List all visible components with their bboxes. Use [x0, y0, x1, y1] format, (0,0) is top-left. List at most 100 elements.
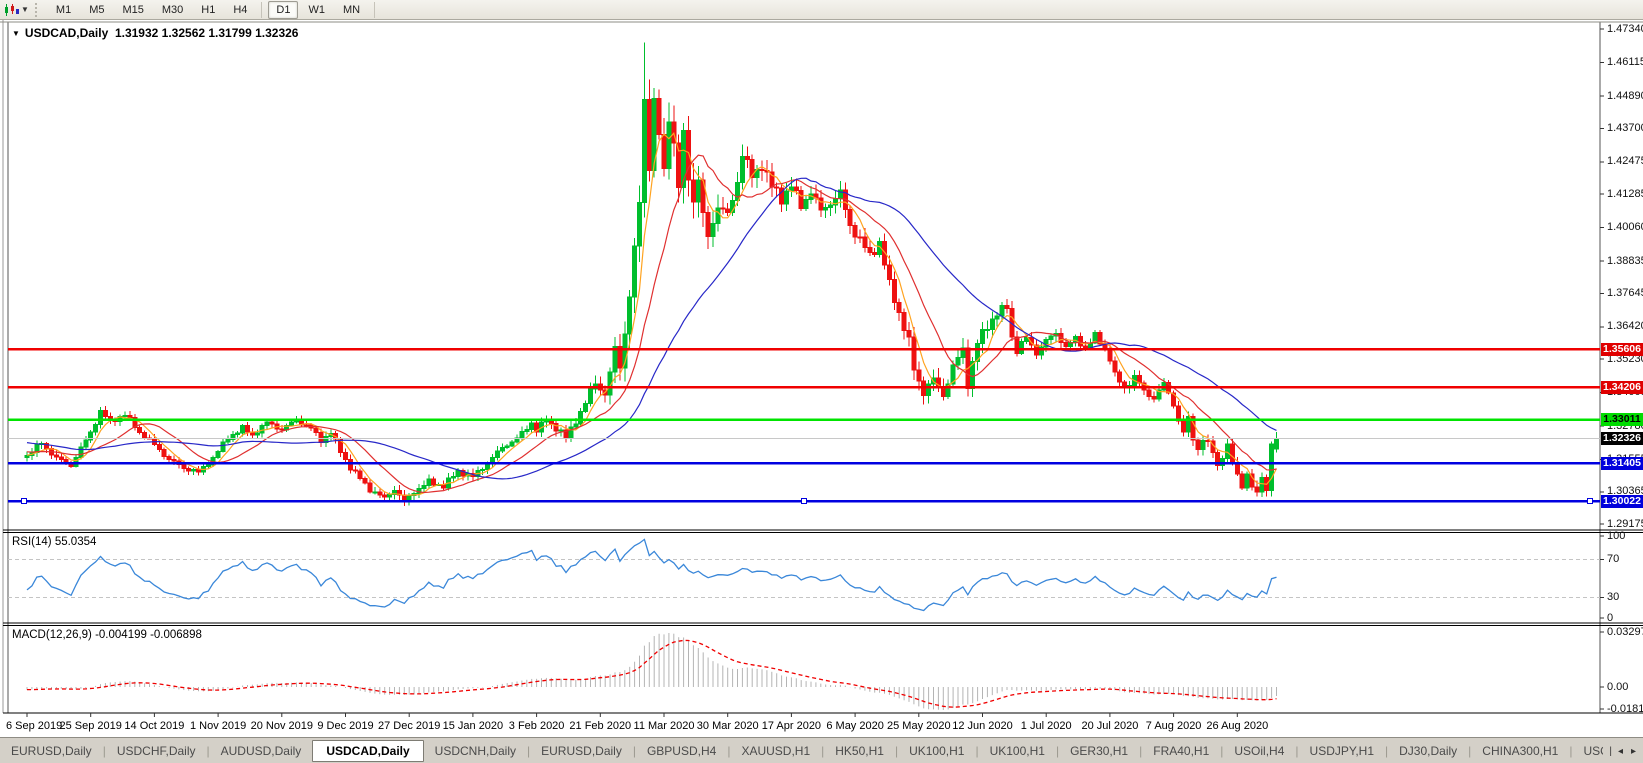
chart-window: ▼ USDCAD,Daily 1.31932 1.32562 1.31799 1.…	[0, 20, 1643, 737]
date-axis-label: 20 Jul 2020	[1081, 720, 1139, 732]
date-axis-label: 25 May 2020	[886, 720, 951, 732]
chart-tab-china300-h1[interactable]: CHINA300,H1	[1482, 743, 1559, 758]
price-axis-tick: 1.41285	[1607, 187, 1643, 200]
date-axis-label: 1 Jul 2020	[1020, 720, 1072, 732]
tab-separator: |	[821, 743, 825, 758]
price-line-badge-pivot: 1.33011	[1601, 413, 1643, 427]
candlestick-chart-icon[interactable]	[3, 3, 19, 17]
chart-tab-dj30-daily[interactable]: DJ30,Daily	[1399, 743, 1458, 758]
price-axis-tick: 1.36420	[1607, 320, 1643, 333]
date-axis-label: 9 Dec 2019	[317, 720, 374, 732]
price-line-badge-current-price: 1.32326	[1601, 431, 1643, 445]
timeframe-button-m15[interactable]: M15	[122, 3, 144, 16]
chart-tab-usoil-h4[interactable]: USOil,H4	[1234, 743, 1285, 758]
timeframe-button-h4[interactable]: H4	[233, 3, 248, 16]
rsi-axis-tick: 100	[1607, 529, 1626, 542]
timeframe-button-mn[interactable]: MN	[342, 3, 361, 16]
tab-separator: |	[102, 743, 106, 758]
price-line-badge-support: 1.30022	[1601, 494, 1643, 508]
macd-axis-tick: 0.00	[1607, 680, 1629, 693]
chart-tab-usdchf-daily[interactable]: USDCHF,Daily	[116, 743, 196, 758]
tab-separator: |	[527, 743, 531, 758]
tab-separator: |	[1139, 743, 1143, 758]
timeframe-button-m5[interactable]: M5	[89, 3, 105, 16]
chart-title: ▼ USDCAD,Daily 1.31932 1.32562 1.31799 1.…	[12, 26, 298, 40]
tab-separator: |	[1385, 743, 1389, 758]
price-axis-tick: 1.40060	[1607, 221, 1643, 234]
chart-tab-usdcad-daily[interactable]: USDCAD,Daily	[312, 739, 424, 762]
timeframe-button-d1[interactable]: D1	[268, 0, 299, 19]
chart-tab-ger30-h1[interactable]: GER30,H1	[1070, 743, 1129, 758]
timeframe-button-h1[interactable]: H1	[201, 3, 216, 16]
tab-separator: |	[727, 743, 731, 758]
macd-axis-tick: 0.032972	[1607, 625, 1643, 638]
date-axis-label: 11 Mar 2020	[633, 720, 695, 732]
date-axis-label: 15 Jan 2020	[442, 720, 504, 732]
tab-separator: |	[1220, 743, 1224, 758]
chart-type-dropdown-icon[interactable]: ▼	[21, 5, 29, 14]
chart-tab-gbpusd-h4[interactable]: GBPUSD,H4	[646, 743, 717, 758]
chart-tab-fra40-h1[interactable]: FRA40,H1	[1153, 743, 1210, 758]
price-line-badge-resistance: 1.34206	[1601, 380, 1643, 394]
tab-separator: |	[206, 743, 210, 758]
timeframe-toolbar: ▼ M1 M5 M15 M30 H1 H4 D1 W1 MN	[0, 0, 1643, 20]
chart-tab-xauusd-h1[interactable]: XAUUSD,H1	[741, 743, 811, 758]
date-axis-label: 21 Feb 2020	[569, 720, 632, 732]
macd-axis-tick: -0.018154	[1607, 702, 1643, 715]
price-axis-tick: 1.43700	[1607, 121, 1643, 134]
date-axis-label: 26 Aug 2020	[1206, 720, 1269, 732]
rsi-axis-tick: 30	[1607, 591, 1620, 603]
price-axis-tick: 1.35230	[1607, 352, 1643, 365]
rsi-indicator-label: RSI(14) 55.0354	[12, 536, 97, 548]
chart-tab-eurusd-daily[interactable]: EURUSD,Daily	[11, 743, 92, 758]
price-axis-tick: 1.47340	[1607, 22, 1643, 35]
date-axis-label: 14 Oct 2019	[124, 720, 185, 732]
price-axis-tick: 1.42475	[1607, 155, 1643, 168]
date-axis-label: 17 Apr 2020	[761, 720, 822, 732]
timeframe-button-m1[interactable]: M1	[55, 3, 72, 16]
tab-separator: |	[1055, 743, 1060, 758]
price-axis-tick: 1.38835	[1607, 254, 1643, 267]
tab-separator: |	[975, 743, 979, 758]
chart-tab-hk50-h1[interactable]: HK50,H1	[835, 743, 884, 758]
macd-indicator-label: MACD(12,26,9) -0.004199 -0.006898	[12, 629, 202, 641]
chart-ohlc-values: 1.31932 1.32562 1.31799 1.32326	[114, 26, 299, 40]
tab-separator: |	[894, 743, 899, 758]
date-axis-label: 25 Sep 2019	[59, 720, 122, 732]
tab-separator: |	[632, 743, 636, 758]
date-axis-label: 6 Sep 2019	[6, 720, 63, 732]
chart-tab-usdjpy-h1[interactable]: USDJPY,H1	[1309, 743, 1375, 758]
tab-separator: |	[1468, 743, 1472, 758]
date-axis-label: 6 May 2020	[826, 720, 884, 732]
chart-tab-uk100-h1[interactable]: UK100,H1	[989, 743, 1045, 758]
date-axis-label: 3 Feb 2020	[508, 720, 565, 732]
chart-title-dropdown-icon[interactable]: ▼	[12, 29, 20, 38]
tab-separator: |	[1569, 743, 1573, 758]
date-axis-label: 12 Jun 2020	[952, 720, 1013, 732]
chart-tab-usdcnh-daily[interactable]: USDCNH,Daily	[434, 743, 517, 758]
price-axis-tick: 1.46115	[1607, 56, 1643, 69]
date-axis-label: 20 Nov 2019	[250, 720, 313, 732]
date-axis-label: 7 Aug 2020	[1145, 720, 1202, 732]
rsi-axis-tick: 0	[1607, 611, 1614, 624]
date-axis-label: 1 Nov 2019	[189, 720, 247, 732]
tab-scroll-left-icon[interactable]: ◂	[1617, 745, 1623, 757]
chart-symbol-label: USDCAD,Daily	[24, 26, 109, 40]
chart-tab-eurusd-daily[interactable]: EURUSD,Daily	[541, 743, 622, 758]
chart-tab-bar: EURUSD,Daily | USDCHF,Daily | AUDUSD,Daily US…	[0, 737, 1643, 763]
price-axis-tick: 1.30365	[1607, 485, 1643, 498]
chart-tab-uk100-h1[interactable]: UK100,H1	[909, 743, 965, 758]
chart-canvas[interactable]	[0, 20, 1643, 737]
rsi-axis-tick: 70	[1607, 553, 1620, 565]
toolbar-grip[interactable]	[34, 2, 41, 17]
price-axis-tick: 1.44890	[1607, 89, 1643, 102]
chart-tab-audusd-daily[interactable]: AUDUSD,Daily	[220, 743, 302, 758]
price-axis-tick: 1.29175	[1607, 517, 1643, 530]
date-axis-label: 27 Dec 2019	[377, 720, 441, 732]
price-line-badge-support: 1.31405	[1601, 456, 1643, 470]
tab-scroll-right-icon[interactable]: ▸	[1630, 745, 1636, 757]
timeframe-button-m30[interactable]: M30	[161, 3, 184, 16]
date-axis-label: 30 Mar 2020	[696, 720, 759, 732]
timeframe-button-w1[interactable]: W1	[308, 3, 325, 16]
